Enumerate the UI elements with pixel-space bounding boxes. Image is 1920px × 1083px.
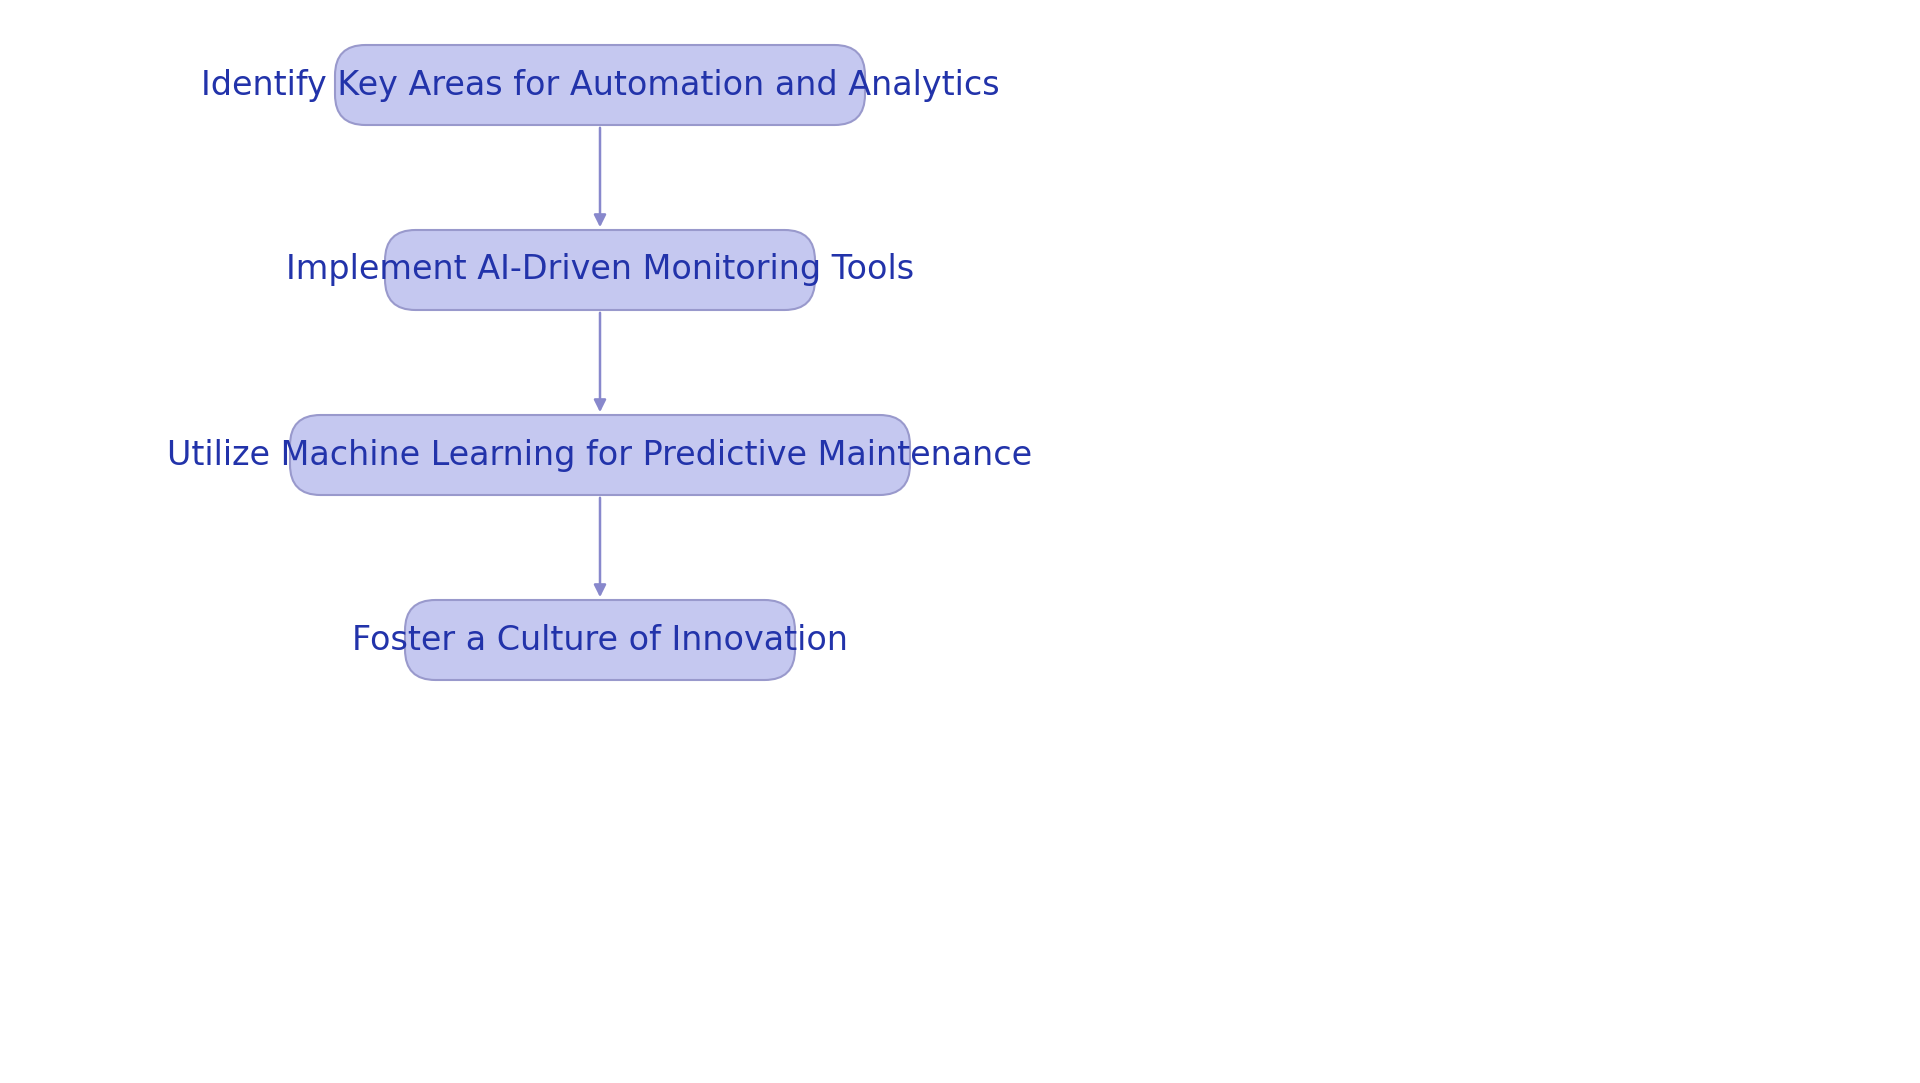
Text: Identify Key Areas for Automation and Analytics: Identify Key Areas for Automation and An…	[202, 68, 998, 102]
FancyBboxPatch shape	[334, 45, 866, 125]
Text: Utilize Machine Learning for Predictive Maintenance: Utilize Machine Learning for Predictive …	[167, 439, 1033, 471]
FancyBboxPatch shape	[290, 415, 910, 495]
FancyBboxPatch shape	[386, 230, 814, 310]
Text: Foster a Culture of Innovation: Foster a Culture of Innovation	[351, 624, 849, 656]
Text: Implement AI-Driven Monitoring Tools: Implement AI-Driven Monitoring Tools	[286, 253, 914, 287]
FancyBboxPatch shape	[405, 600, 795, 680]
